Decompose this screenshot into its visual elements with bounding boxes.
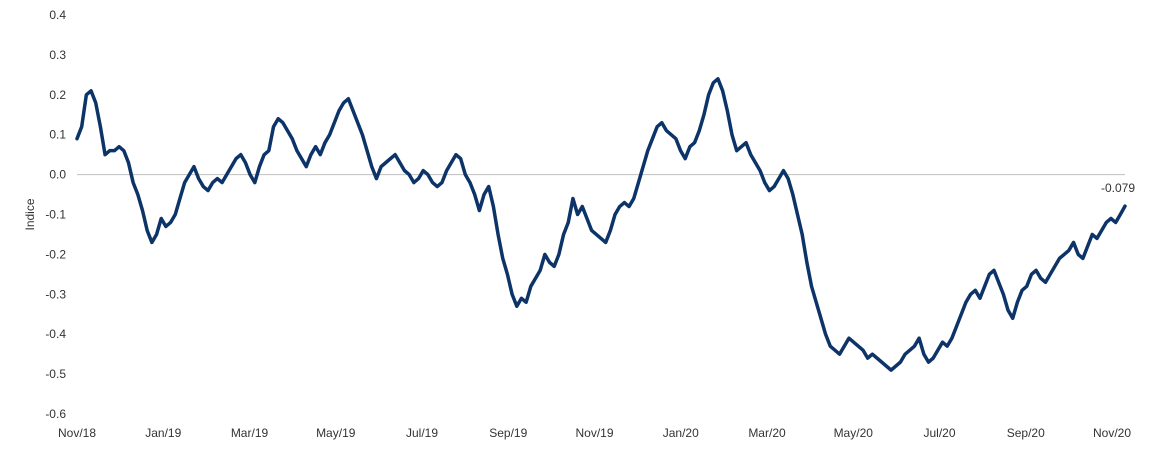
x-axis-ticks: Nov/18 Jan/19 Mar/19 May/19 Jul/19 Sep/19 Nov/…	[58, 426, 1131, 440]
x-tick-label: Sep/20	[1007, 426, 1045, 440]
x-tick-label: Nov/20	[1093, 426, 1131, 440]
series-line	[75, 77, 1127, 372]
y-tick-label: 0.0	[49, 168, 66, 182]
y-axis-ticks: 0.4 0.3 0.2 0.1 0.0 -0.1 -0.2 -0.3 -0.4 -0.5 -0.6	[45, 8, 66, 421]
x-tick-label: May/19	[316, 426, 356, 440]
x-tick-label: Mar/20	[748, 426, 786, 440]
x-tick-label: Nov/18	[58, 426, 96, 440]
y-tick-label: -0.6	[45, 407, 66, 421]
x-tick-label: Jan/19	[145, 426, 181, 440]
y-tick-label: -0.2	[45, 247, 66, 261]
y-tick-label: -0.4	[45, 327, 66, 341]
y-tick-label: -0.1	[45, 208, 66, 222]
y-tick-label: 0.3	[49, 48, 66, 62]
x-tick-label: Nov/19	[575, 426, 613, 440]
x-tick-label: Jul/20	[923, 426, 955, 440]
x-tick-label: Jul/19	[406, 426, 438, 440]
x-tick-label: Sep/19	[489, 426, 527, 440]
y-tick-label: 0.4	[49, 8, 66, 22]
x-tick-label: May/20	[834, 426, 874, 440]
end-value-label: -0.079	[1101, 181, 1135, 195]
series-group	[75, 77, 1127, 372]
y-tick-label: 0.1	[49, 128, 66, 142]
x-tick-label: Jan/20	[663, 426, 699, 440]
y-tick-label: -0.3	[45, 287, 66, 301]
y-tick-label: -0.5	[45, 367, 66, 381]
y-axis-title: Indice	[23, 198, 37, 230]
x-tick-label: Mar/19	[231, 426, 269, 440]
y-tick-label: 0.2	[49, 88, 66, 102]
